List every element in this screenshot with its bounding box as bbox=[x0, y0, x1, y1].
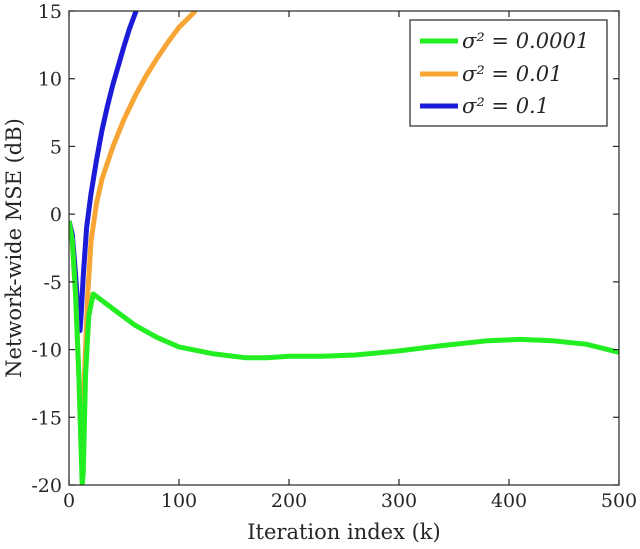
plot-frame bbox=[68, 10, 620, 486]
y-tick-label-5: 5 bbox=[50, 136, 62, 158]
x-axis-label: Iteration index (k) bbox=[247, 520, 440, 544]
y-tick-label-1: -15 bbox=[31, 407, 62, 429]
y-tick-label-3: -5 bbox=[43, 272, 62, 294]
y-tick-label-4: 0 bbox=[50, 204, 62, 226]
series-line-0 bbox=[69, 220, 619, 485]
x-tick-label-5: 500 bbox=[601, 490, 637, 512]
x-tick-label-4: 400 bbox=[491, 490, 527, 512]
legend-label-0: σ² = 0.0001 bbox=[462, 29, 589, 53]
legend-label-1: σ² = 0.01 bbox=[462, 62, 562, 86]
x-tick-label-3: 300 bbox=[381, 490, 417, 512]
legend: σ² = 0.0001 σ² = 0.01 σ² = 0.1 bbox=[409, 19, 608, 127]
y-tick-label-0: -20 bbox=[31, 475, 62, 497]
y-axis-label: Network-wide MSE (dB) bbox=[2, 118, 26, 378]
y-tick-label-2: -10 bbox=[31, 340, 62, 362]
legend-label-2: σ² = 0.1 bbox=[462, 94, 549, 118]
ticks-layer bbox=[68, 10, 620, 486]
x-tick-label-0: 0 bbox=[63, 490, 75, 512]
series-layer bbox=[69, 11, 619, 485]
tick-labels-layer: 0 100 200 300 400 500 -20 -15 -10 -5 0 5 10 15 bbox=[31, 1, 637, 512]
x-tick-label-1: 100 bbox=[161, 490, 197, 512]
y-tick-label-7: 15 bbox=[38, 1, 62, 23]
x-tick-label-2: 200 bbox=[271, 490, 307, 512]
y-tick-label-6: 10 bbox=[38, 69, 62, 91]
